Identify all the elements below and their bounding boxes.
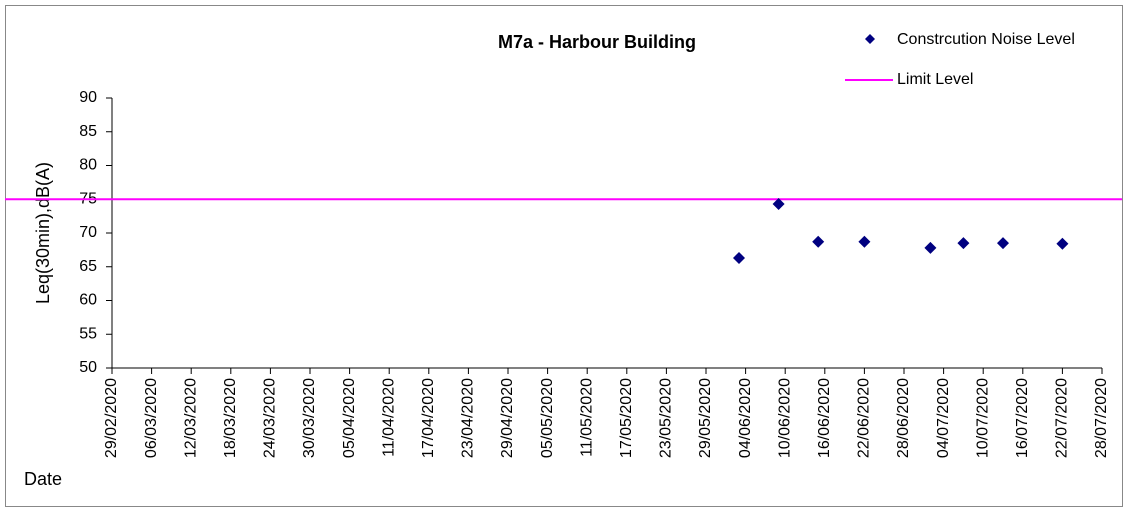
x-tick-label: 16/07/2020	[1014, 378, 1031, 458]
data-point	[858, 235, 871, 248]
y-tick-label: 80	[79, 157, 97, 174]
x-tick-label: 24/03/2020	[262, 378, 279, 458]
y-axis-label: Leq(30min),dB(A)	[33, 162, 53, 304]
x-tick-label: 22/07/2020	[1054, 378, 1071, 458]
x-tick-label: 23/05/2020	[658, 378, 675, 458]
x-tick-label: 28/06/2020	[895, 378, 912, 458]
x-tick-label: 17/04/2020	[420, 378, 437, 458]
data-point	[812, 235, 825, 248]
data-point	[957, 237, 970, 250]
legend-marker	[865, 34, 875, 44]
y-tick-label: 70	[79, 224, 97, 241]
x-tick-label: 17/05/2020	[618, 378, 635, 458]
x-tick-label: 10/07/2020	[974, 378, 991, 458]
x-tick-label: 29/05/2020	[697, 378, 714, 458]
x-tick-label: 18/03/2020	[222, 378, 239, 458]
x-tick-label: 12/03/2020	[182, 378, 199, 458]
y-tick-label: 65	[79, 258, 97, 275]
y-tick-label: 50	[79, 359, 97, 376]
x-tick-label: 16/06/2020	[816, 378, 833, 458]
data-point	[733, 251, 745, 264]
x-tick-label: 04/07/2020	[935, 378, 952, 458]
x-tick-label: 11/05/2020	[578, 378, 595, 457]
x-axis-label: Date	[24, 469, 62, 489]
chart-border	[5, 5, 1123, 507]
legend-label: Limit Level	[897, 71, 973, 88]
x-tick-label: 05/04/2020	[341, 378, 358, 458]
x-tick-label: 11/04/2020	[380, 378, 397, 457]
x-tick-label: 10/06/2020	[776, 378, 793, 458]
x-tick-label: 04/06/2020	[737, 378, 754, 458]
x-tick-label: 29/02/2020	[103, 378, 120, 458]
y-tick-label: 85	[79, 123, 97, 140]
chart-title: M7a - Harbour Building	[498, 32, 696, 52]
x-tick-label: 05/05/2020	[539, 378, 556, 458]
data-point	[924, 241, 937, 254]
data-point	[997, 237, 1009, 250]
data-point	[772, 197, 785, 210]
data-point	[1056, 237, 1069, 250]
legend-label: Constrcution Noise Level	[897, 31, 1075, 48]
x-tick-label: 22/06/2020	[856, 378, 873, 458]
x-tick-label: 23/04/2020	[460, 378, 477, 458]
y-tick-label: 60	[79, 292, 97, 309]
x-tick-label: 28/07/2020	[1093, 378, 1110, 458]
x-tick-label: 06/03/2020	[143, 378, 160, 458]
y-tick-label: 90	[79, 89, 97, 106]
y-tick-label: 55	[79, 325, 97, 342]
x-tick-label: 29/04/2020	[499, 378, 516, 458]
x-tick-label: 30/03/2020	[301, 378, 318, 458]
